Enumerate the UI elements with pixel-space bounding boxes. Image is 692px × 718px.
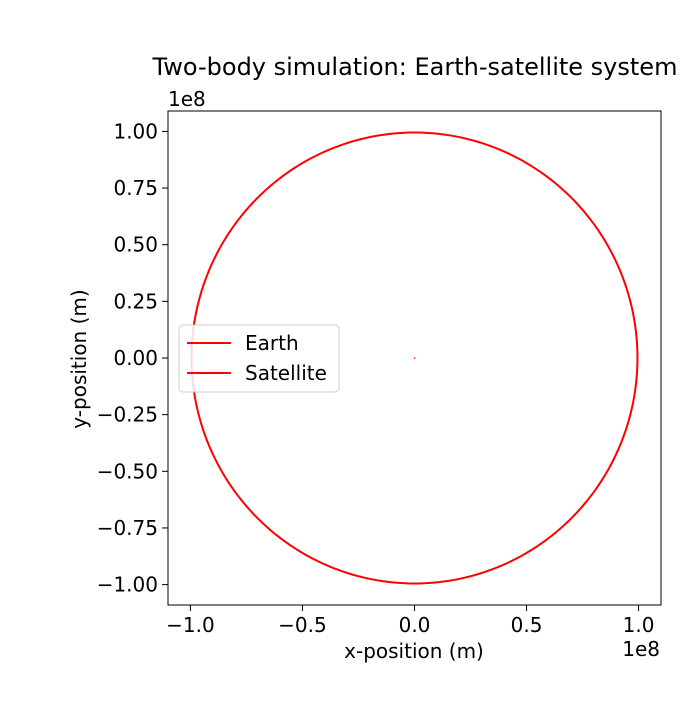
x-tick-label: 0.0 — [399, 613, 431, 637]
x-axis-offset-label: 1e8 — [622, 637, 660, 661]
y-tick-label: −0.50 — [97, 459, 158, 483]
y-tick-label: 0.25 — [113, 289, 158, 313]
y-tick-label: −0.75 — [97, 516, 158, 540]
x-axis-ticks: −1.0 −0.5 0.0 0.5 1.0 — [166, 605, 654, 637]
legend-box — [178, 324, 340, 393]
chart-title: Two-body simulation: Earth-satellite sys… — [152, 53, 678, 81]
legend: Earth Satellite — [178, 324, 340, 393]
earth-point — [413, 357, 416, 359]
y-tick-label: −0.25 — [97, 403, 158, 427]
y-tick-label: 0.75 — [113, 176, 158, 200]
y-axis-offset-label: 1e8 — [168, 87, 206, 111]
y-tick-label: −1.00 — [97, 573, 158, 597]
y-tick-label: 0.00 — [113, 346, 158, 370]
legend-label: Satellite — [245, 361, 327, 385]
y-tick-label: 1.00 — [113, 119, 158, 143]
y-tick-label: 0.50 — [113, 233, 158, 257]
x-axis-label: x-position (m) — [344, 639, 484, 663]
x-tick-label: 1.0 — [623, 613, 655, 637]
x-tick-label: −0.5 — [278, 613, 327, 637]
x-tick-label: −1.0 — [166, 613, 215, 637]
y-axis-ticks: 1.00 0.75 0.50 0.25 0.00 −0.25 −0.50 −0.75 −1.00 — [97, 119, 168, 597]
x-tick-label: 0.5 — [511, 613, 543, 637]
legend-label: Earth — [245, 331, 299, 355]
plot-frame — [167, 110, 662, 606]
y-axis-label: y-position (m) — [67, 289, 91, 428]
